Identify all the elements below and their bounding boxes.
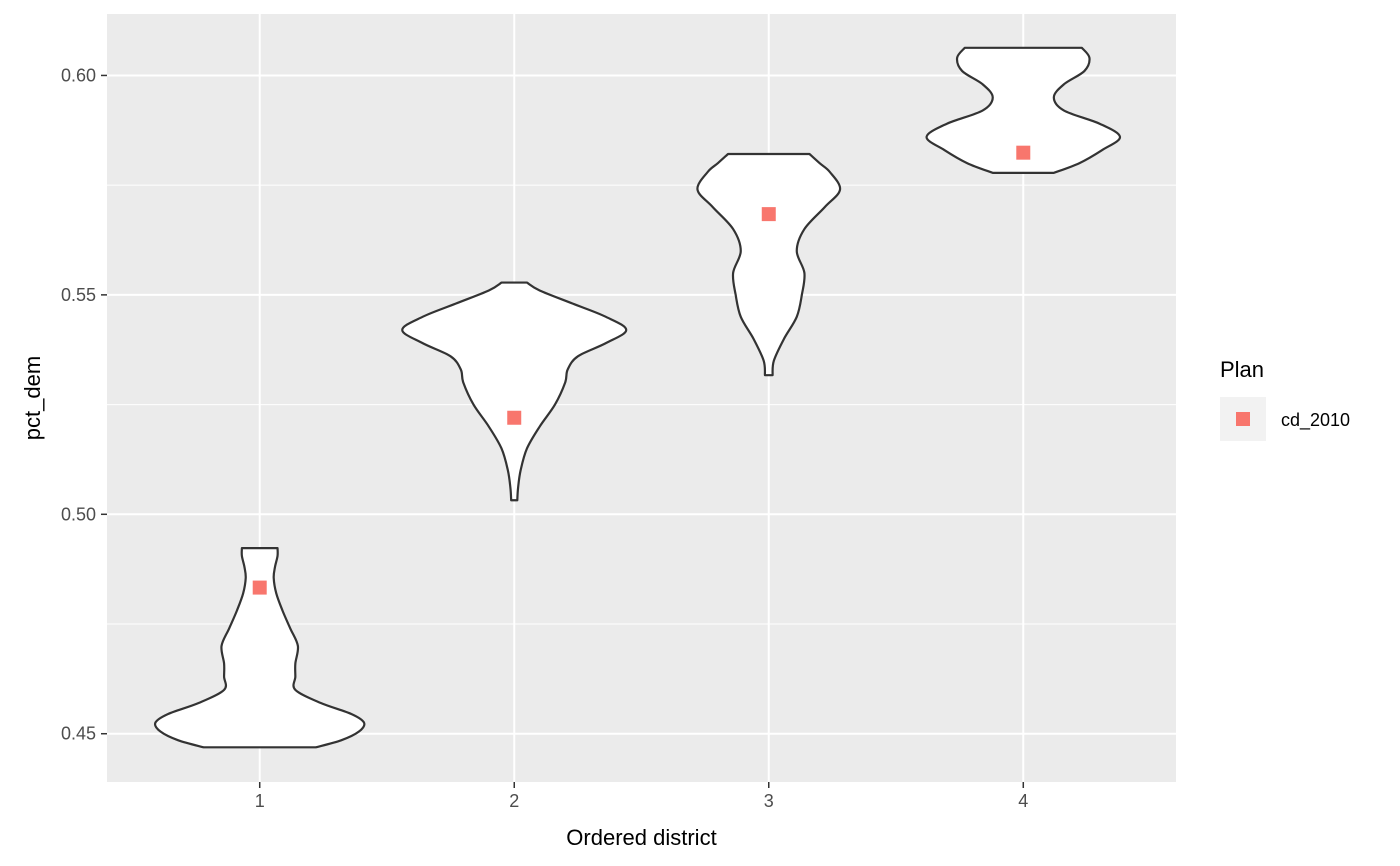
violin-district-3 (696, 152, 842, 377)
legend-item-label: cd_2010 (1281, 410, 1350, 431)
x-tick-label: 3 (764, 791, 774, 811)
violins (153, 46, 1122, 749)
violin-district-1 (153, 546, 366, 749)
x-axis-title: Ordered district (566, 825, 716, 850)
y-tick-label: 0.55 (61, 285, 96, 305)
legend-key-square-icon (1236, 412, 1250, 426)
y-tick-label: 0.60 (61, 65, 96, 85)
x-tick-label: 1 (255, 791, 265, 811)
y-tick-label: 0.50 (61, 504, 96, 524)
point-cd_2010-district-2 (507, 410, 522, 425)
point-cd_2010-district-3 (761, 207, 776, 222)
legend: Plan cd_2010 (1220, 357, 1350, 441)
x-axis-ticks: 1 2 3 4 (255, 782, 1028, 811)
x-tick-label: 2 (509, 791, 519, 811)
y-tick-label: 0.45 (61, 724, 96, 744)
point-cd_2010-district-4 (1016, 145, 1031, 160)
legend-title: Plan (1220, 357, 1264, 382)
point-cd_2010-district-1 (252, 580, 267, 595)
violin-district-2 (401, 281, 628, 502)
y-axis-title: pct_dem (20, 356, 45, 440)
violin-district-4 (925, 46, 1122, 174)
plan-points (252, 145, 1031, 595)
y-axis-ticks: 0.45 0.50 0.55 0.60 (61, 65, 107, 744)
x-tick-label: 4 (1018, 791, 1028, 811)
